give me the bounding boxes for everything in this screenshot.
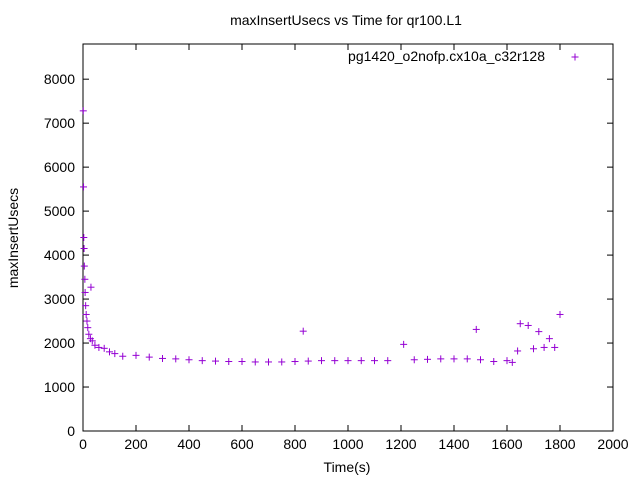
y-tick-label: 4000 <box>44 247 75 263</box>
data-point <box>185 356 193 364</box>
data-point <box>437 355 445 363</box>
data-point <box>400 340 408 348</box>
data-point <box>472 325 480 333</box>
y-tick-label: 1000 <box>44 379 75 395</box>
data-point <box>251 358 259 366</box>
data-point <box>344 357 352 365</box>
data-point <box>278 358 286 366</box>
data-point <box>514 347 522 355</box>
data-point <box>524 321 532 329</box>
data-point <box>410 356 418 364</box>
y-tick-label: 2000 <box>44 335 75 351</box>
data-point <box>490 358 498 366</box>
data-point <box>508 358 516 366</box>
data-point <box>384 357 392 365</box>
data-point <box>545 335 553 343</box>
data-point <box>80 234 88 241</box>
data-points <box>79 107 564 366</box>
x-tick-label: 1200 <box>385 436 416 452</box>
data-point <box>318 357 325 365</box>
x-axis-label: Time(s) <box>324 459 371 475</box>
data-point <box>172 355 180 363</box>
data-point <box>371 357 378 365</box>
data-point <box>291 358 299 366</box>
data-point <box>530 345 537 353</box>
x-tick-label: 1600 <box>491 436 522 452</box>
data-point <box>212 357 219 365</box>
data-point <box>463 355 471 363</box>
data-point <box>106 348 113 356</box>
y-tick-label: 8000 <box>44 71 75 87</box>
data-point <box>424 355 431 363</box>
plot-frame <box>82 43 614 432</box>
y-axis-ticks: 0 1000 2000 3000 4000 5000 6000 7000 8000 <box>44 71 613 439</box>
data-point <box>265 358 272 366</box>
x-tick-label: 1000 <box>332 436 363 452</box>
data-point <box>331 357 339 365</box>
x-tick-label: 600 <box>230 436 254 452</box>
y-tick-label: 5000 <box>44 203 75 219</box>
data-point <box>535 328 543 336</box>
data-point <box>81 275 89 283</box>
data-point <box>159 354 166 362</box>
data-point <box>85 330 93 338</box>
y-tick-label: 6000 <box>44 159 75 175</box>
data-point <box>299 327 307 335</box>
x-tick-label: 200 <box>124 436 148 452</box>
data-point <box>80 183 88 191</box>
data-point <box>357 357 365 365</box>
data-point <box>80 262 88 270</box>
x-tick-label: 800 <box>283 436 307 452</box>
data-point <box>304 357 312 365</box>
chart-title: maxInsertUsecs vs Time for qr100.L1 <box>230 12 462 28</box>
data-point <box>83 317 91 325</box>
data-point <box>82 302 90 310</box>
data-point <box>91 341 99 349</box>
data-point <box>100 344 108 352</box>
y-tick-label: 7000 <box>44 115 75 131</box>
y-axis-label: maxInsertUsecs <box>5 188 21 288</box>
y-tick-label: 0 <box>67 423 75 439</box>
x-tick-label: 2000 <box>597 436 628 452</box>
data-point <box>111 350 119 358</box>
legend-marker-series-1 <box>571 53 579 61</box>
data-point <box>477 356 484 364</box>
x-tick-label: 400 <box>177 436 201 452</box>
data-point <box>238 358 246 366</box>
data-point <box>145 353 153 361</box>
data-point <box>225 358 233 366</box>
legend-marker-plus <box>571 53 579 61</box>
data-point <box>198 357 206 365</box>
data-point <box>132 351 140 359</box>
data-point <box>87 283 95 291</box>
legend-label-series-1: pg1420_o2nofp.cx10a_c32r128 <box>348 48 545 64</box>
data-point <box>556 310 564 318</box>
data-point <box>551 343 559 351</box>
data-point <box>119 352 127 360</box>
data-point <box>95 343 103 351</box>
x-tick-label: 0 <box>79 436 87 452</box>
data-point <box>79 107 87 115</box>
y-tick-label: 3000 <box>44 291 75 307</box>
data-point <box>516 320 524 328</box>
data-point <box>81 288 89 296</box>
data-point <box>503 357 511 365</box>
data-point <box>84 324 92 332</box>
x-tick-label: 1400 <box>438 436 469 452</box>
data-point <box>88 337 96 345</box>
data-point <box>450 355 458 363</box>
data-point <box>540 343 548 351</box>
x-tick-label: 1800 <box>544 436 575 452</box>
data-point <box>80 244 88 252</box>
legend: pg1420_o2nofp.cx10a_c32r128 <box>348 48 579 64</box>
data-point <box>82 310 90 318</box>
x-axis-ticks: 0 200 400 600 800 1000 1200 1400 1600 1800 2000 <box>79 44 629 452</box>
